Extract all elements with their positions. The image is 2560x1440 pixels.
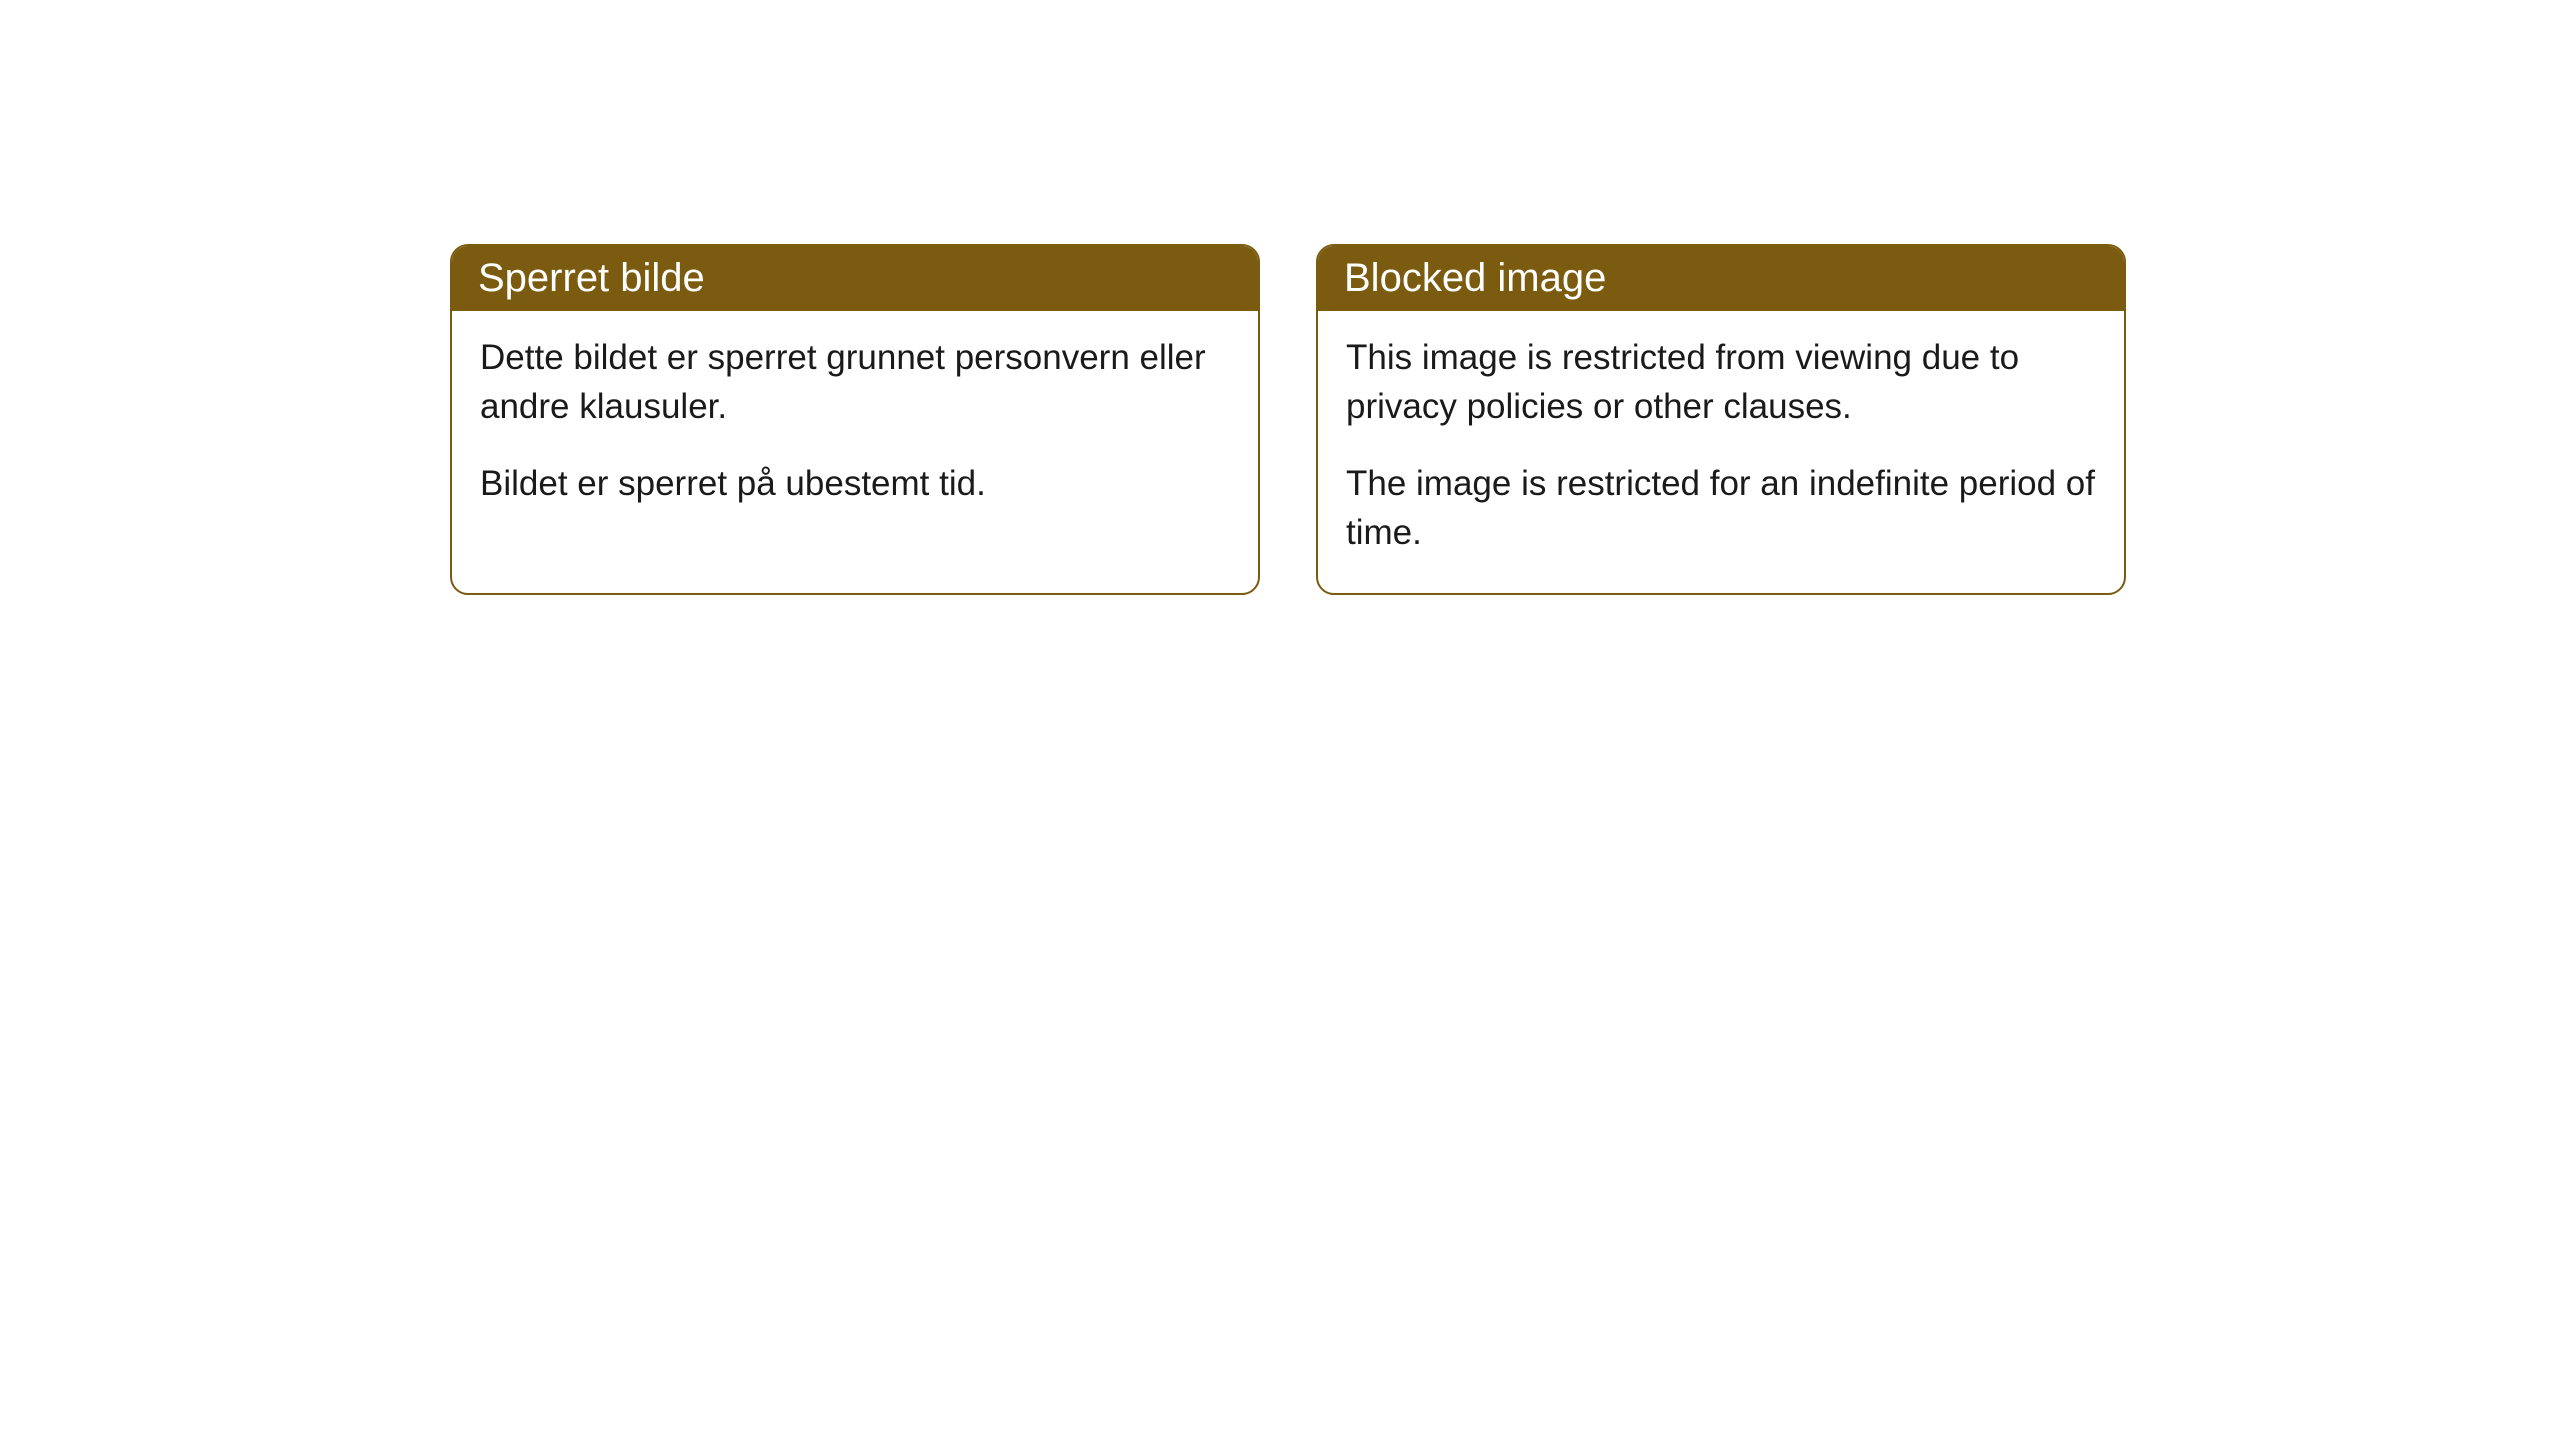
card-paragraph: This image is restricted from viewing du… bbox=[1346, 333, 2096, 431]
card-title: Blocked image bbox=[1344, 256, 1606, 300]
notice-card-english: Blocked image This image is restricted f… bbox=[1316, 244, 2126, 595]
card-header: Sperret bilde bbox=[452, 246, 1258, 311]
notice-card-norwegian: Sperret bilde Dette bildet er sperret gr… bbox=[450, 244, 1260, 595]
card-body: Dette bildet er sperret grunnet personve… bbox=[452, 311, 1258, 544]
card-title: Sperret bilde bbox=[478, 256, 705, 300]
card-paragraph: The image is restricted for an indefinit… bbox=[1346, 459, 2096, 557]
notice-container: Sperret bilde Dette bildet er sperret gr… bbox=[450, 244, 2126, 595]
card-paragraph: Dette bildet er sperret grunnet personve… bbox=[480, 333, 1230, 431]
card-header: Blocked image bbox=[1318, 246, 2124, 311]
card-paragraph: Bildet er sperret på ubestemt tid. bbox=[480, 459, 1230, 508]
card-body: This image is restricted from viewing du… bbox=[1318, 311, 2124, 593]
